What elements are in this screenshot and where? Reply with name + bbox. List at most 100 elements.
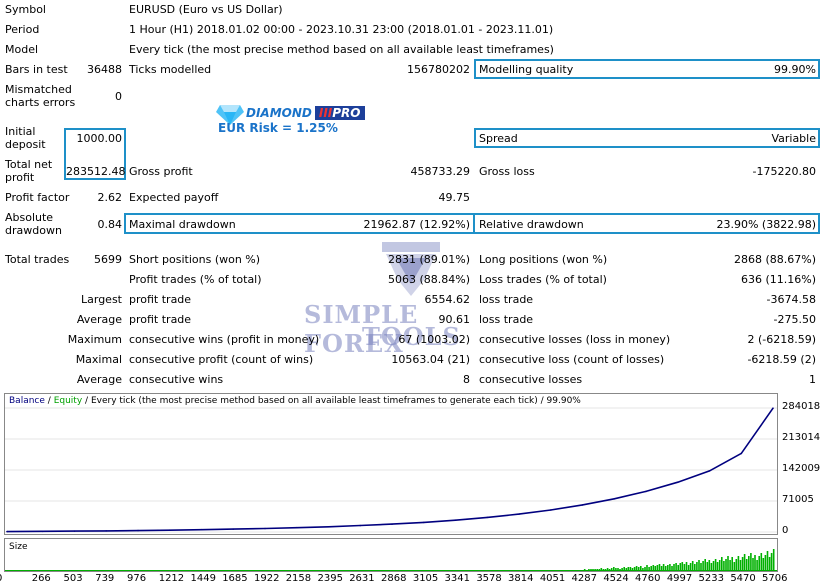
x-tick-label: 1212: [158, 573, 185, 584]
balance-point: [359, 524, 361, 527]
initial-label-1: Initial: [5, 125, 36, 138]
size-bar: [635, 566, 638, 571]
size-bar: [710, 563, 713, 571]
long-label: Long positions (won %): [479, 253, 608, 266]
balance-point: [423, 521, 425, 524]
largest-label: Largest: [81, 293, 122, 306]
net-label-2: profit: [5, 171, 35, 184]
size-bar: [631, 568, 634, 571]
size-bar: [600, 568, 603, 571]
abs-dd-label-1: Absolute: [5, 211, 54, 224]
balance-point: [137, 529, 139, 532]
y-tick-label: 71005: [782, 493, 814, 505]
balance-point: [581, 504, 584, 506]
y-tick-label: 213014: [782, 431, 821, 443]
size-plot: [5, 549, 777, 571]
maximal-profit-value: 10563.04 (21): [391, 353, 470, 366]
size-bar: [708, 560, 711, 571]
balance-point: [295, 526, 298, 529]
size-bar: [675, 563, 677, 571]
avg-losses-value: 1: [809, 373, 816, 386]
watermark-line1: SIMPLE FOREX: [304, 300, 419, 358]
x-tick-label: 3578: [476, 573, 502, 584]
average-label: Average: [76, 313, 122, 326]
size-bar: [613, 567, 615, 571]
period-value: 1 Hour (H1) 2018.01.02 00:00 - 2023.10.3…: [129, 23, 554, 36]
size-bar: [748, 556, 750, 571]
size-bar: [718, 560, 721, 571]
balance-point: [645, 490, 647, 493]
size-bar: [623, 567, 625, 571]
legend-separator: /: [47, 396, 51, 406]
size-bar: [627, 567, 630, 571]
size-bar: [762, 558, 765, 571]
balance-point: [708, 470, 711, 472]
x-tick-label: 0: [0, 573, 2, 584]
size-chart: Size: [4, 538, 778, 572]
mismatch-label-1: Mismatched: [5, 83, 72, 96]
size-bar: [654, 566, 657, 571]
size-bar: [723, 561, 725, 571]
size-bar: [758, 556, 760, 571]
x-tick-label: 3105: [412, 573, 439, 584]
eur-risk-text: EUR Risk = 1.25%: [218, 121, 338, 135]
size-bar: [698, 560, 700, 571]
avg-losses-label: consecutive losses: [479, 373, 583, 386]
abs-dd-value: 0.84: [97, 218, 123, 231]
size-bar: [750, 553, 752, 571]
size-bar: [664, 566, 667, 571]
size-label: Size: [9, 542, 28, 552]
balance-point: [454, 519, 457, 522]
size-bar: [704, 559, 706, 571]
balance-point: [41, 530, 44, 533]
simple-forex-tools-watermark: SIMPLE FOREX TOOLS: [300, 240, 490, 358]
size-bar: [629, 567, 632, 571]
x-tick-label: 976: [127, 573, 147, 584]
gross-loss-label: Gross loss: [479, 165, 535, 178]
largest-loss-value: -3674.58: [766, 293, 816, 306]
size-bar: [743, 554, 746, 571]
balance-point: [168, 529, 171, 531]
drawdown-highlight: [124, 213, 820, 234]
maximal-loss-label: consecutive loss (count of losses): [479, 353, 665, 366]
profit-trades-value: 5063 (88.84%): [387, 273, 470, 286]
profit-trades-label: Profit trades (% of total): [129, 273, 262, 286]
payoff-value: 49.75: [438, 191, 471, 204]
largest-loss-label: loss trade: [479, 293, 534, 306]
size-bar: [621, 568, 623, 571]
size-bar: [656, 565, 659, 571]
balance-point: [232, 528, 235, 530]
balance-point: [105, 530, 108, 532]
y-tick-label: 284018: [782, 401, 821, 412]
maximum-label: Maximum: [67, 333, 122, 346]
maximal-profit-label: consecutive profit (count of wins): [129, 353, 314, 366]
short-value: 2831 (89.01%): [387, 253, 470, 266]
size-bar: [714, 559, 717, 571]
balance-point: [550, 509, 552, 511]
model-value: Every tick (the most precise method base…: [129, 43, 554, 56]
size-bar: [745, 559, 748, 571]
x-tick-label: 4997: [666, 573, 693, 584]
x-tick-label: 2868: [381, 573, 407, 584]
balance-point: [327, 525, 330, 528]
balance-point: [73, 530, 76, 532]
max-losses-value: 2 (-6218.59): [747, 333, 816, 346]
size-bar: [671, 566, 673, 571]
balance-point: [518, 513, 520, 515]
spread-value: Variable: [771, 132, 816, 145]
size-bar: [617, 568, 619, 571]
abs-dd-label-2: drawdown: [5, 224, 62, 237]
average2-label: Average: [76, 373, 122, 386]
avg-loss-value: -275.50: [773, 313, 816, 326]
y-tick-label: 0: [782, 525, 789, 536]
size-bar: [683, 564, 686, 571]
size-bar: [677, 565, 679, 571]
x-tick-label: 2395: [317, 573, 343, 584]
size-bar: [764, 555, 767, 571]
size-bar: [625, 568, 628, 571]
size-bar: [696, 562, 698, 571]
size-bar: [712, 561, 715, 571]
size-bar: [606, 568, 609, 571]
mismatch-label-2: charts errors: [5, 96, 76, 109]
initial-value: 1000.00: [76, 132, 123, 145]
